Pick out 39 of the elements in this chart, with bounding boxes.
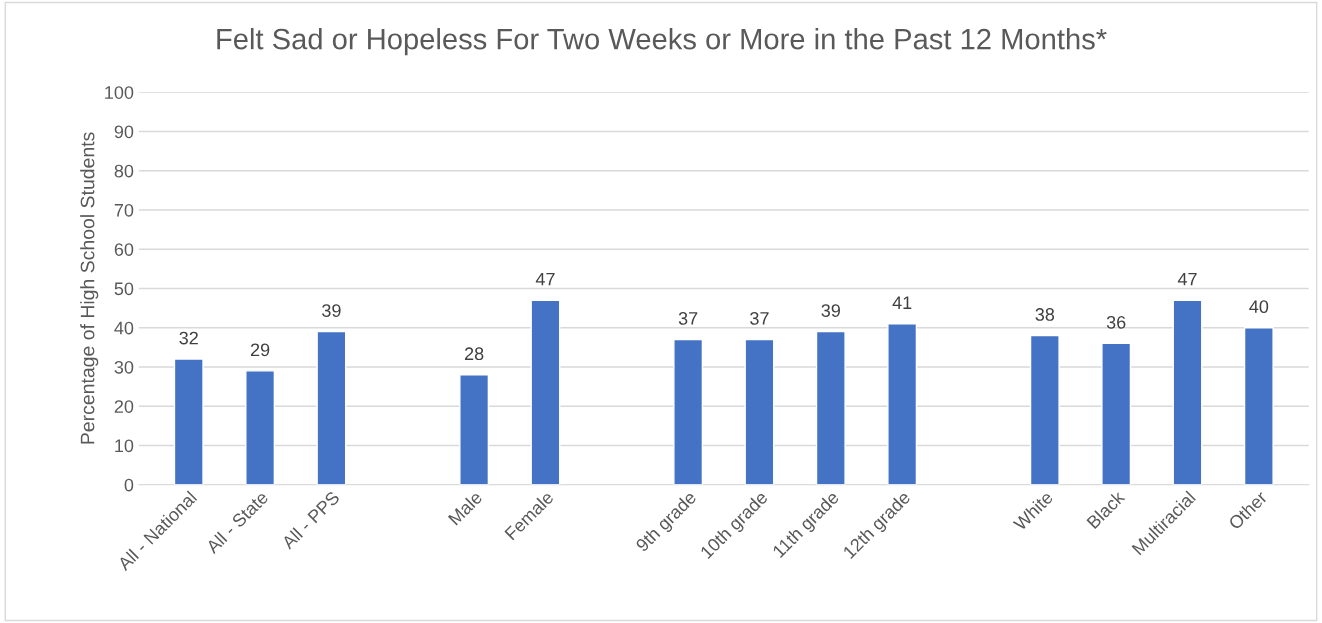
bar — [173, 358, 204, 485]
bar — [530, 299, 561, 485]
y-tick-label: 80 — [114, 164, 134, 178]
bar — [316, 330, 347, 485]
y-tick-label: 100 — [105, 86, 134, 99]
bar — [673, 338, 704, 485]
data-label: 37 — [750, 312, 769, 325]
y-tick-label: 10 — [115, 439, 134, 453]
y-tick-label: 0 — [124, 478, 134, 492]
data-label: 47 — [1177, 272, 1197, 286]
bar — [245, 370, 276, 485]
chart-title: Felt Sad or Hopeless For Two Weeks or More in the Past 12 Months* — [217, 28, 1107, 56]
bar — [1172, 299, 1203, 485]
y-tick-label: 60 — [114, 243, 134, 256]
data-label: 32 — [179, 331, 198, 345]
bar — [459, 374, 490, 485]
bar — [887, 323, 918, 485]
data-label: 41 — [892, 296, 912, 309]
data-label: 47 — [535, 272, 555, 286]
data-label: 36 — [1106, 315, 1126, 329]
data-label: 38 — [1035, 308, 1055, 321]
y-tick-label: 70 — [114, 203, 134, 217]
y-tick-label: 40 — [114, 321, 134, 335]
bar — [1029, 334, 1060, 485]
bar — [744, 338, 775, 485]
data-label: 39 — [322, 304, 341, 317]
data-label: 40 — [1249, 300, 1269, 314]
bar — [815, 330, 846, 485]
bar — [1243, 327, 1274, 485]
data-label: 37 — [678, 312, 698, 325]
y-axis-title: Percentage of High School Students — [80, 132, 99, 444]
bar — [1101, 342, 1132, 485]
y-tick-label: 90 — [114, 125, 134, 139]
data-label: 28 — [464, 347, 484, 361]
y-tick-label: 20 — [114, 400, 134, 413]
data-label: 29 — [250, 343, 270, 357]
y-tick-label: 50 — [114, 282, 134, 296]
y-tick-label: 30 — [114, 360, 134, 374]
data-label: 39 — [821, 304, 840, 317]
